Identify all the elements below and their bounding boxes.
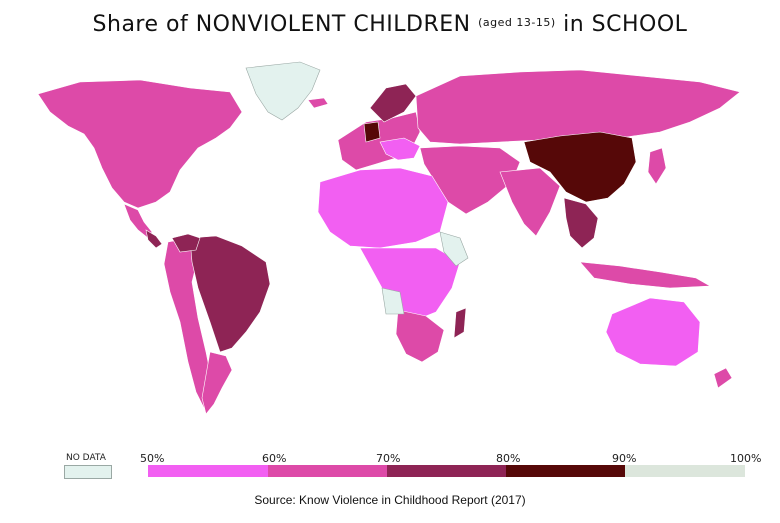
region-north-africa (317, 167, 449, 249)
legend-tick-90: 90% (612, 452, 637, 465)
legend-band-60-70 (268, 465, 387, 477)
region-germany (363, 121, 381, 143)
map-title: Share of NONVIOLENT CHILDREN (aged 13-15… (0, 12, 780, 37)
region-central-africa (359, 247, 461, 321)
region-iceland (307, 97, 329, 109)
region-indonesia (579, 261, 712, 289)
region-australia (605, 297, 701, 367)
region-madagascar (453, 307, 467, 339)
region-southern-cone (201, 351, 233, 415)
region-new-zealand (713, 367, 733, 389)
legend-tick-70: 70% (376, 452, 401, 465)
legend-band-70-80 (387, 465, 506, 477)
legend-nodata-swatch (64, 465, 112, 479)
region-southern-africa (395, 309, 445, 363)
legend-tick-50: 50% (140, 452, 165, 465)
title-end: in SCHOOL (563, 12, 688, 37)
legend-tick-100: 100% (730, 452, 762, 465)
region-angola-nodata (381, 287, 405, 315)
region-southeast-asia (563, 197, 599, 249)
region-japan (647, 147, 667, 185)
region-east-africa-nodata (439, 231, 469, 267)
legend-band-80-90 (506, 465, 625, 477)
region-brazil (189, 235, 271, 353)
region-southern-europe (379, 137, 421, 161)
title-age-note: (aged 13-15) (478, 16, 556, 29)
legend-tick-60: 60% (262, 452, 287, 465)
legend-nodata-label: NO DATA (66, 453, 106, 463)
world-choropleth-map (37, 61, 741, 415)
title-main: Share of NONVIOLENT CHILDREN (92, 12, 471, 37)
region-central-america-south (145, 229, 163, 249)
region-china (523, 131, 637, 203)
region-south-asia (499, 167, 561, 237)
legend-tick-80: 80% (496, 452, 521, 465)
region-greenland (245, 61, 321, 121)
region-russia (415, 69, 741, 145)
legend-band-50-60 (148, 465, 268, 477)
legend-band-90-100 (625, 465, 745, 477)
region-north-america (37, 79, 243, 209)
source-note: Source: Know Violence in Childhood Repor… (254, 493, 526, 507)
region-northern-south-america (171, 233, 201, 253)
